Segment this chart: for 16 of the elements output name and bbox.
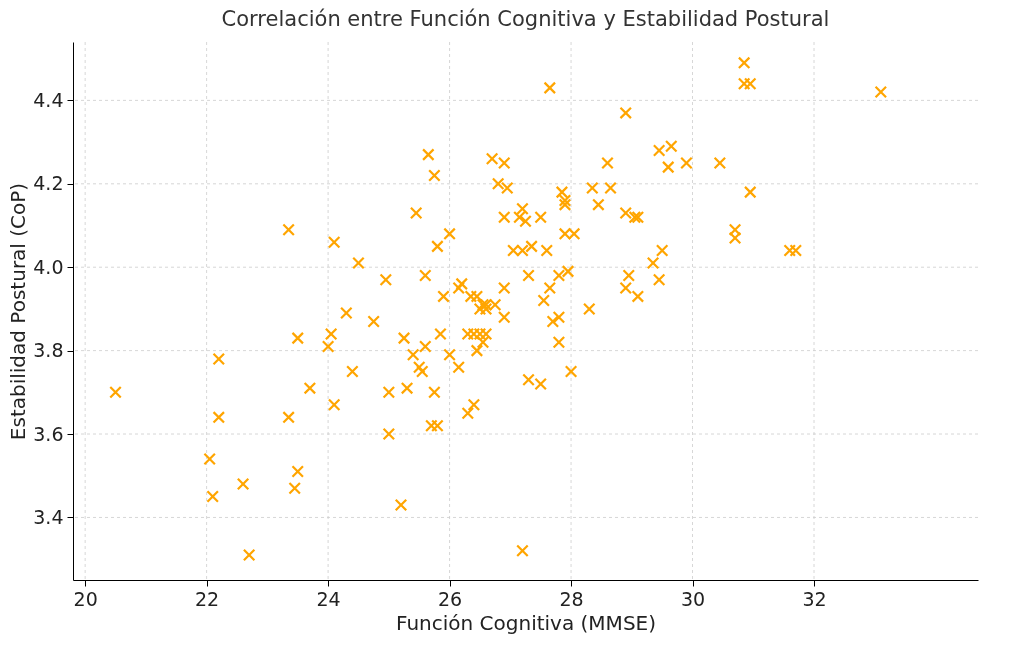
x-tick-label: 26 — [437, 587, 463, 610]
y-tick-label: 4.0 — [33, 255, 64, 278]
x-tick-label: 28 — [559, 587, 584, 610]
x-tick-label: 30 — [680, 587, 706, 610]
y-axis-title: Estabilidad Postural (CoP) — [6, 182, 31, 441]
y-tick-label: 3.8 — [33, 339, 64, 362]
x-axis-title: Función Cognitiva (MMSE) — [395, 610, 657, 635]
y-tick-label: 3.6 — [33, 422, 64, 445]
x-tick-label: 22 — [195, 587, 220, 610]
chart-title: Correlación entre Función Cognitiva y Estabilidad Postural — [221, 6, 830, 31]
x-tick-label: 32 — [802, 587, 827, 610]
x-tick-label: 24 — [316, 587, 341, 610]
y-tick-label: 3.4 — [33, 505, 64, 528]
x-tick-label: 20 — [73, 587, 98, 610]
y-tick-label: 4.2 — [33, 172, 64, 195]
y-tick-label: 4.4 — [33, 88, 64, 111]
